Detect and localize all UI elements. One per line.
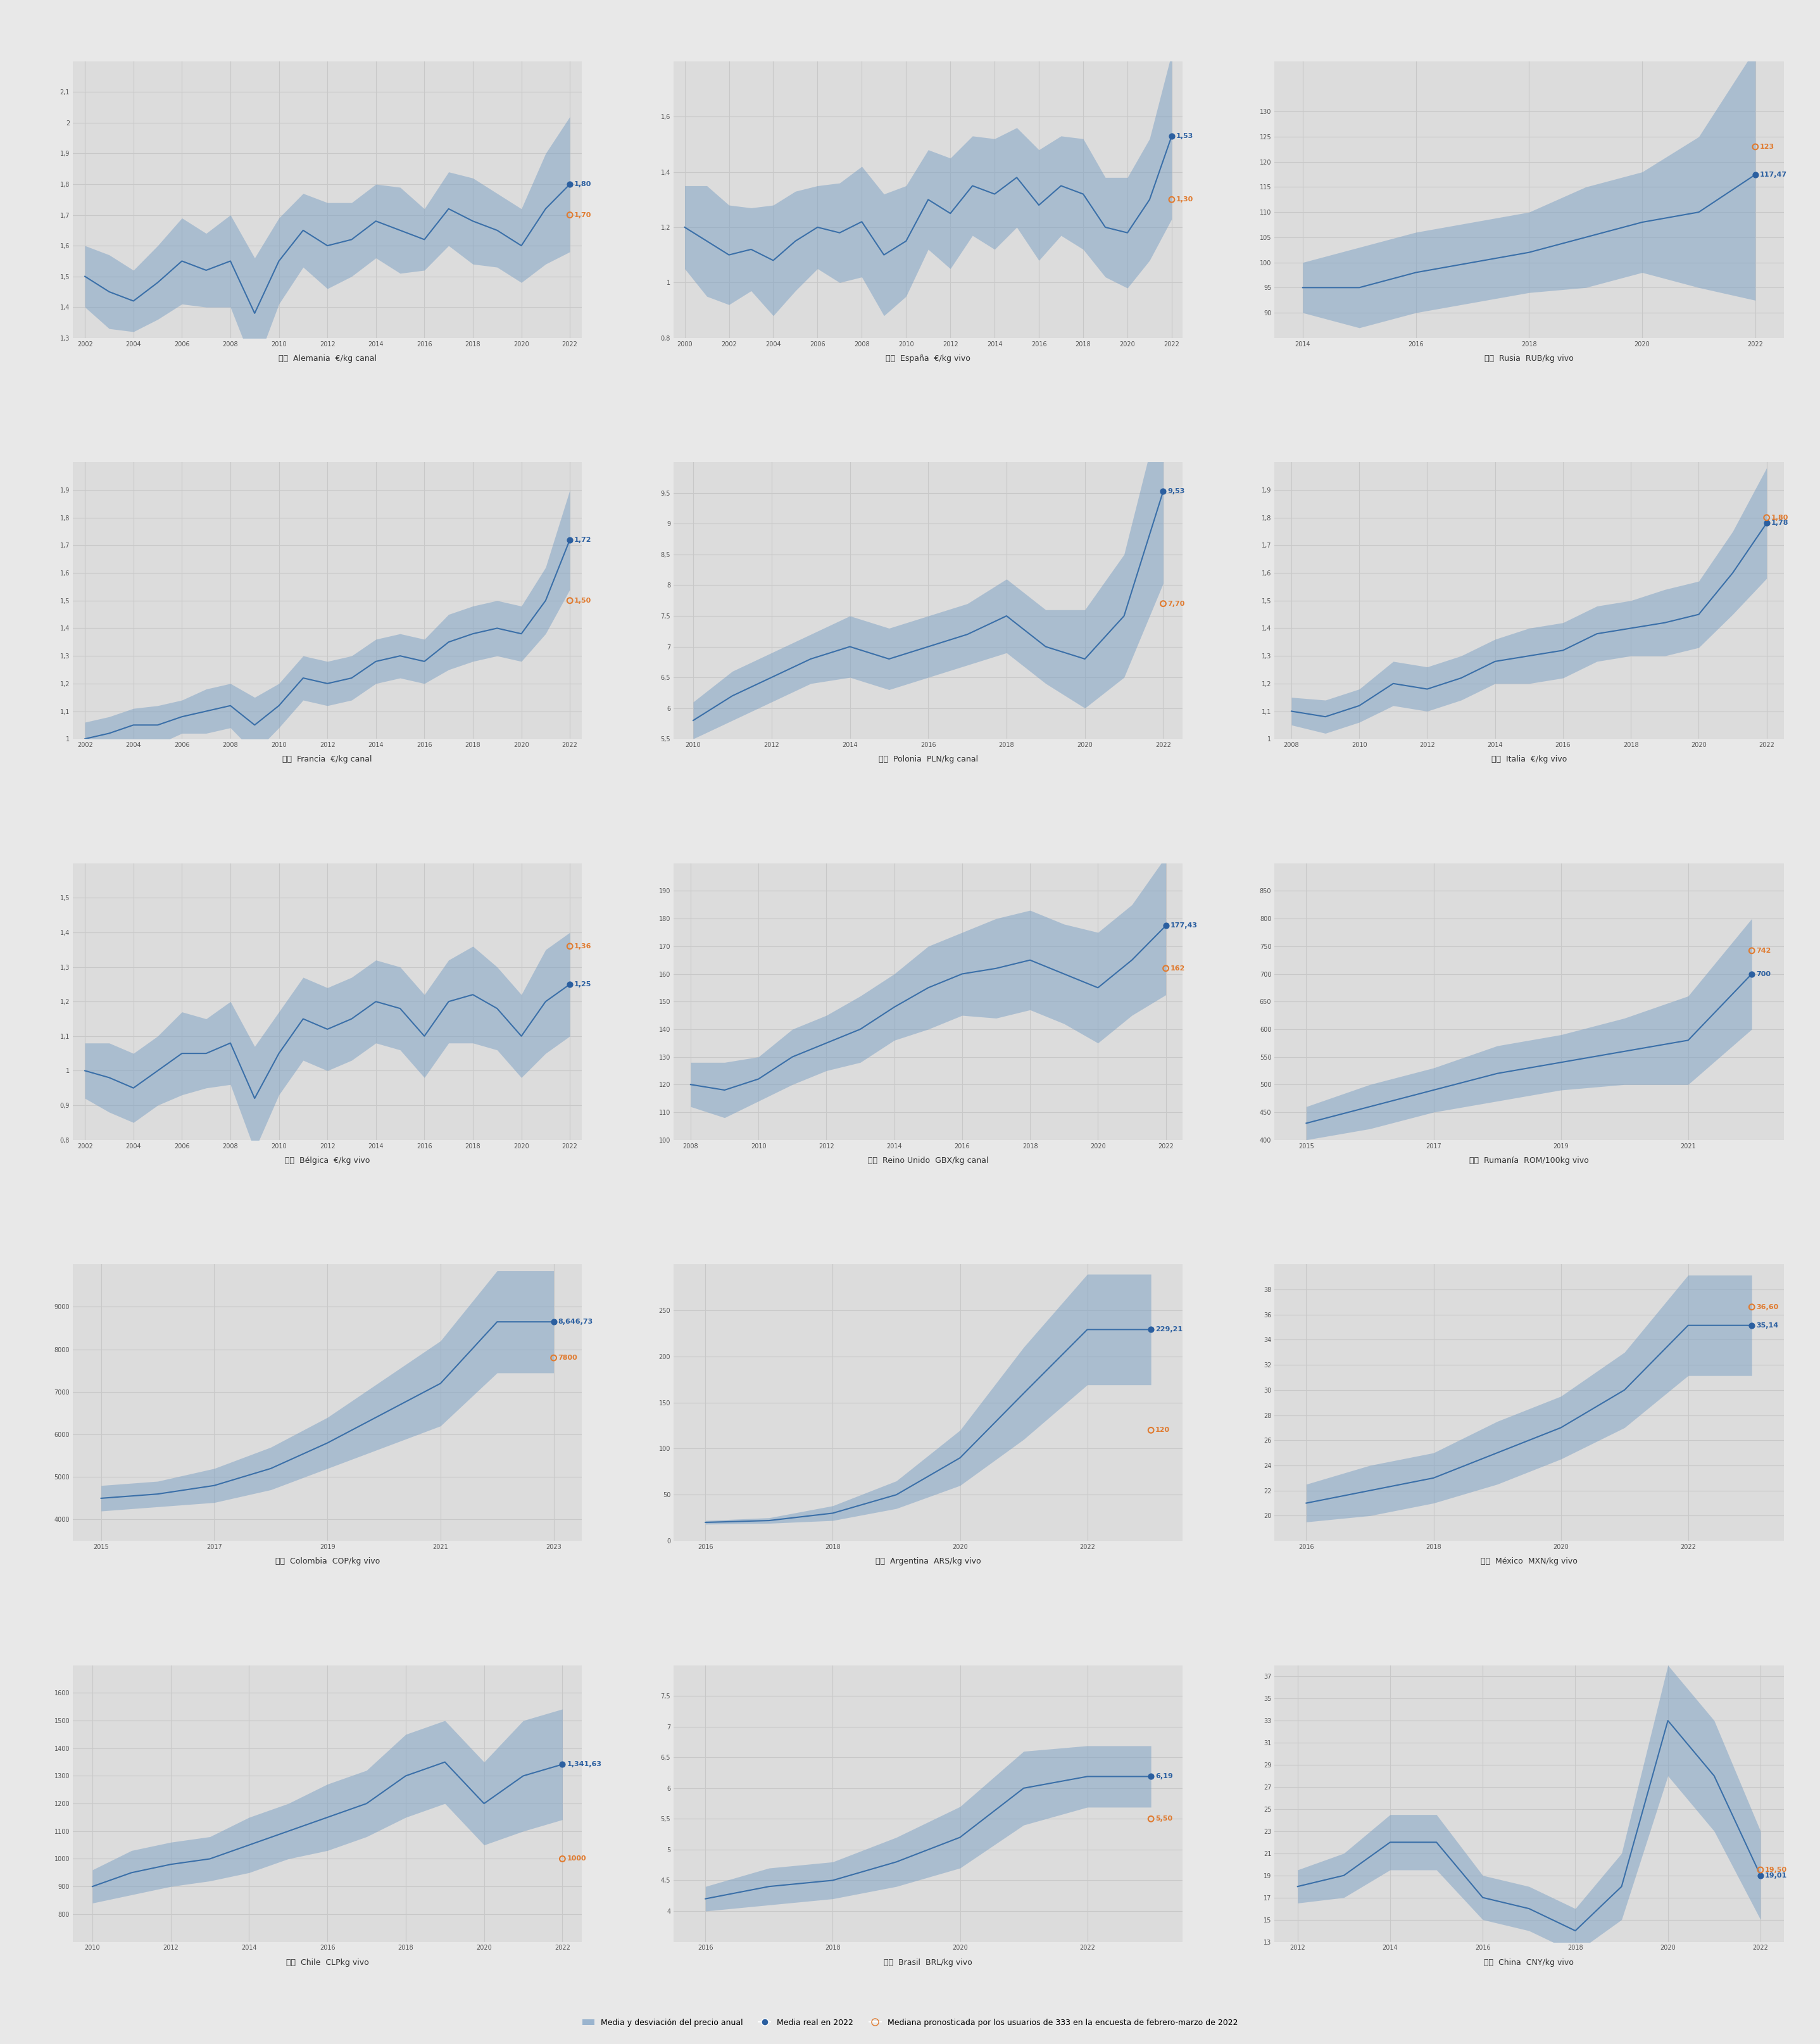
Point [1745,1854,1774,1887]
Text: 1,36: 1,36 [575,942,592,948]
Text: 1,25: 1,25 [575,981,592,987]
Text: 19,50: 19,50 [1765,1866,1787,1872]
Text: 6,19: 6,19 [1156,1774,1172,1780]
X-axis label: 🇨🇴  Colombia  COP/kg vivo: 🇨🇴 Colombia COP/kg vivo [275,1558,380,1566]
Point [1158,184,1187,217]
Text: 19,01: 19,01 [1765,1872,1787,1878]
Text: 8,646,73: 8,646,73 [559,1318,593,1325]
Text: 1,78: 1,78 [1771,519,1789,525]
Point [1738,957,1767,989]
Text: 1,80: 1,80 [575,182,592,188]
Point [1136,1760,1165,1793]
Text: 9,53: 9,53 [1168,489,1185,495]
Text: 229,21: 229,21 [1156,1327,1183,1333]
Point [1136,1803,1165,1836]
Point [1136,1312,1165,1345]
X-axis label: 🇩🇪  Alemania  €/kg canal: 🇩🇪 Alemania €/kg canal [278,354,377,362]
Legend: Media y desviación del precio anual, Media real en 2022, Mediana pronosticada po: Media y desviación del precio anual, Med… [579,2015,1241,2030]
Text: 35,14: 35,14 [1756,1322,1778,1329]
Point [555,523,584,556]
Text: 162: 162 [1170,965,1185,971]
Point [1148,474,1178,507]
Point [1738,934,1767,967]
Text: 7,70: 7,70 [1168,601,1185,607]
X-axis label: 🇲🇽  México  MXN/kg vivo: 🇲🇽 México MXN/kg vivo [1481,1558,1578,1566]
Point [555,585,584,617]
X-axis label: 🇫🇷  Francia  €/kg canal: 🇫🇷 Francia €/kg canal [282,756,371,764]
Point [555,930,584,963]
Text: 36,60: 36,60 [1756,1304,1778,1310]
Text: 1,50: 1,50 [575,597,592,603]
Point [1745,1858,1774,1891]
Point [1753,501,1782,533]
Text: 177,43: 177,43 [1170,922,1198,928]
Point [1738,1290,1767,1322]
Text: 123: 123 [1760,143,1774,149]
Point [1158,121,1187,153]
Point [555,969,584,1002]
X-axis label: 🇷🇺  Rusia  RUB/kg vivo: 🇷🇺 Rusia RUB/kg vivo [1485,354,1574,362]
Point [548,1748,577,1780]
Text: 117,47: 117,47 [1760,172,1787,178]
Text: 1,70: 1,70 [575,213,592,219]
Text: 7800: 7800 [559,1355,577,1361]
Point [1152,953,1181,985]
Point [1152,910,1181,942]
Point [1753,507,1782,540]
Point [1740,131,1769,164]
X-axis label: 🇨🇳  China  CNY/kg vivo: 🇨🇳 China CNY/kg vivo [1483,1958,1574,1966]
Point [548,1842,577,1874]
X-axis label: 🇬🇧  Reino Unido  GBX/kg canal: 🇬🇧 Reino Unido GBX/kg canal [868,1157,988,1165]
X-axis label: 🇨🇱  Chile  CLPkg vivo: 🇨🇱 Chile CLPkg vivo [286,1958,369,1966]
Text: 1,72: 1,72 [575,538,592,544]
Text: 120: 120 [1156,1427,1170,1433]
Point [539,1341,568,1374]
Text: 700: 700 [1756,971,1771,977]
Text: 1,53: 1,53 [1176,133,1194,139]
Point [1738,1308,1767,1341]
X-axis label: 🇮🇹  Italia  €/kg vivo: 🇮🇹 Italia €/kg vivo [1491,756,1567,764]
Text: 742: 742 [1756,948,1771,955]
X-axis label: 🇧🇷  Brasil  BRL/kg vivo: 🇧🇷 Brasil BRL/kg vivo [885,1958,972,1966]
X-axis label: 🇦🇷  Argentina  ARS/kg vivo: 🇦🇷 Argentina ARS/kg vivo [875,1558,981,1566]
X-axis label: 🇪🇸  España  €/kg vivo: 🇪🇸 España €/kg vivo [886,354,970,362]
Point [555,168,584,200]
X-axis label: 🇵🇱  Polonia  PLN/kg canal: 🇵🇱 Polonia PLN/kg canal [879,756,977,764]
Text: 5,50: 5,50 [1156,1815,1172,1821]
Point [539,1306,568,1339]
Point [555,198,584,231]
Point [1740,157,1769,190]
Text: 1000: 1000 [566,1856,586,1862]
Point [1148,587,1178,619]
Text: 1,80: 1,80 [1771,515,1789,521]
Text: 1,30: 1,30 [1176,196,1194,202]
X-axis label: 🇧🇪  Bélgica  €/kg vivo: 🇧🇪 Bélgica €/kg vivo [286,1157,369,1165]
X-axis label: 🇷🇴  Rumanía  ROM/100kg vivo: 🇷🇴 Rumanía ROM/100kg vivo [1469,1157,1589,1165]
Text: 1,341,63: 1,341,63 [566,1762,602,1768]
Point [1136,1414,1165,1447]
